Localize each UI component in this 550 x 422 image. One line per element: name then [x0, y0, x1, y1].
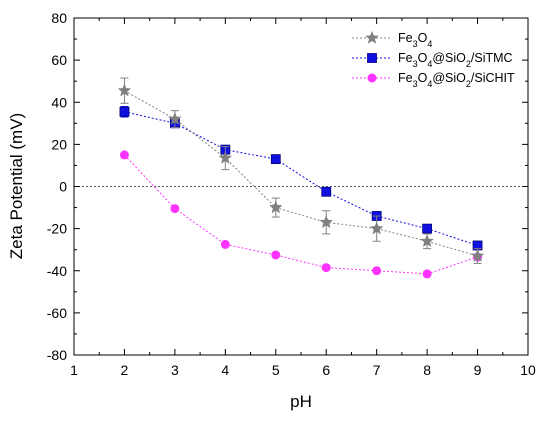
x-axis-title: pH: [290, 392, 312, 411]
legend-label-subscript: 4: [427, 59, 432, 69]
legend-label-part: O: [418, 31, 428, 45]
x-tick-label: 1: [70, 362, 78, 378]
data-point-circle: [321, 263, 331, 273]
legend-label-subscript: 3: [413, 39, 418, 49]
legend-label-part: @SiO: [432, 71, 466, 85]
legend-label: Fe3O4@SiO2/SiCHIT: [398, 71, 515, 89]
legend-label-subscript: 4: [427, 39, 432, 49]
series-2: [119, 150, 483, 279]
data-point-star: [319, 215, 334, 229]
y-axis-title: Zeta Potential (mV): [7, 113, 26, 259]
legend-label-part: /SiTMC: [471, 51, 513, 65]
data-point-circle: [367, 73, 377, 83]
legend-label-subscript: 3: [413, 59, 418, 69]
x-tick-label: 4: [221, 362, 229, 378]
x-tick-label: 2: [121, 362, 129, 378]
x-tick-label: 3: [171, 362, 179, 378]
x-tick-label: 10: [520, 362, 536, 378]
data-point-circle: [372, 266, 382, 276]
legend-label: Fe3O4@SiO2/SiTMC: [398, 51, 513, 69]
legend-label-part: /SiCHIT: [471, 71, 515, 85]
data-point-star: [268, 200, 283, 214]
y-tick-label: 80: [51, 10, 67, 26]
legend-label-part: Fe: [398, 71, 413, 85]
legend-item-0: Fe3O4: [352, 30, 432, 49]
data-point-circle: [220, 239, 230, 249]
data-point-star: [168, 111, 182, 125]
legend-label-subscript: 2: [466, 79, 471, 89]
y-tick-label: 60: [51, 52, 67, 68]
x-tick-label: 6: [322, 362, 330, 378]
legend-label-part: O: [418, 71, 428, 85]
legend-label-subscript: 2: [466, 59, 471, 69]
series-0: [117, 77, 485, 264]
data-point-square: [422, 223, 433, 234]
x-tick-label: 8: [423, 362, 431, 378]
x-tick-label: 9: [474, 362, 482, 378]
legend-label: Fe3O4: [398, 31, 432, 49]
legend-label-subscript: 3: [413, 79, 418, 89]
data-point-circle: [271, 250, 281, 260]
x-tick-label: 5: [272, 362, 280, 378]
data-series: [117, 77, 485, 279]
y-tick-label: -40: [47, 263, 67, 279]
y-tick-label: 0: [59, 179, 67, 195]
legend-label-part: Fe: [398, 31, 413, 45]
data-point-star: [369, 221, 384, 235]
series-line: [124, 111, 478, 246]
legend-label-part: @SiO: [432, 51, 466, 65]
y-tick-label: -20: [47, 221, 67, 237]
data-point-circle: [119, 150, 129, 160]
y-tick-label: 20: [51, 136, 67, 152]
data-point-star: [420, 234, 434, 248]
y-tick-label: 40: [51, 94, 67, 110]
series-line: [124, 90, 478, 257]
legend-item-1: Fe3O4@SiO2/SiTMC: [352, 51, 513, 69]
x-tick-label: 7: [373, 362, 381, 378]
legend-label-part: O: [418, 51, 428, 65]
data-point-circle: [422, 269, 432, 279]
y-tick-label: -80: [47, 347, 67, 363]
legend-item-2: Fe3O4@SiO2/SiCHIT: [352, 71, 515, 89]
legend-label-part: Fe: [398, 51, 413, 65]
data-point-square: [321, 186, 332, 197]
data-point-square: [367, 53, 377, 63]
data-point-star: [117, 83, 132, 97]
data-point-star: [218, 150, 233, 164]
data-point-circle: [170, 204, 180, 214]
series-line: [124, 154, 478, 275]
y-tick-label: -60: [47, 305, 67, 321]
data-point-star: [365, 30, 379, 44]
data-point-square: [119, 106, 130, 117]
legend-label-subscript: 4: [427, 79, 432, 89]
data-point-square: [270, 154, 281, 165]
data-point-star: [470, 248, 485, 262]
